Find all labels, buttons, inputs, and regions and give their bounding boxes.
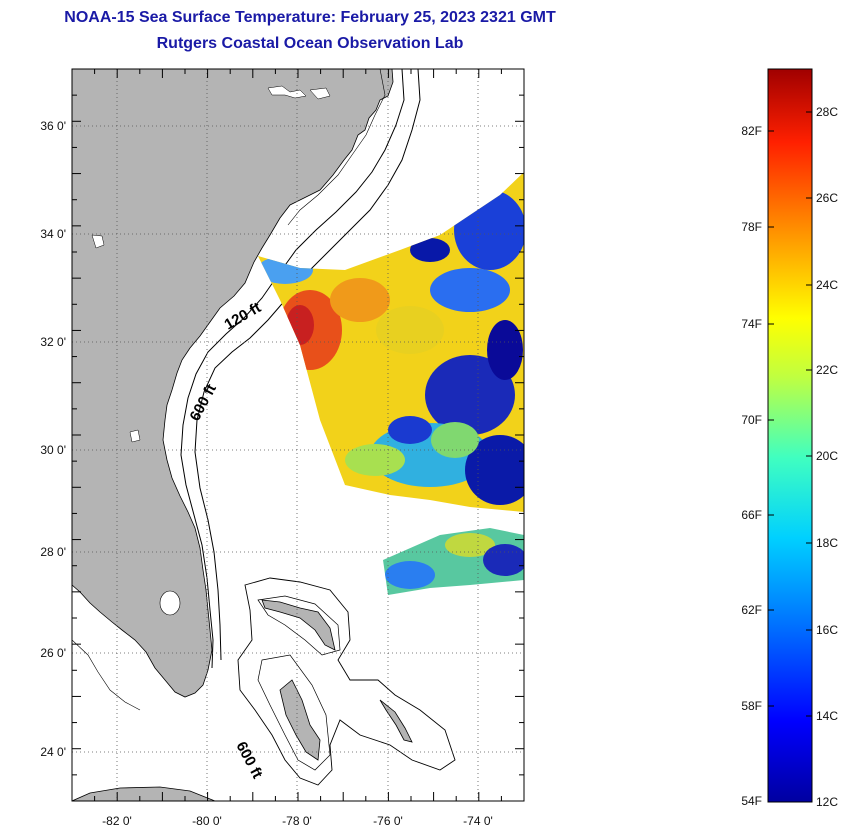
contour-coastal bbox=[72, 639, 141, 711]
lon-tick-label: -78 0' bbox=[282, 814, 312, 828]
colorbar-f-label: 74F bbox=[741, 317, 762, 331]
lon-tick-label: -74 0' bbox=[463, 814, 493, 828]
us-mainland bbox=[72, 69, 394, 698]
map-subtitle: Rutgers Coastal Ocean Observation Lab bbox=[156, 35, 464, 52]
lat-tick-label: 36 0' bbox=[40, 119, 66, 133]
lat-axis: 36 0' 34 0' 32 0' 30 0' 28 0' 26 0' 24 0… bbox=[40, 119, 66, 759]
sound-shape bbox=[309, 87, 331, 100]
colorbar-f-label: 70F bbox=[741, 413, 762, 427]
color-bar: 82F 78F 74F 70F 66F 62F 58F 54F 28C 26C … bbox=[741, 68, 838, 809]
lat-tick-label: 24 0' bbox=[40, 745, 66, 759]
colorbar-c-label: 28C bbox=[816, 105, 838, 119]
contour-bahamas-outer bbox=[237, 577, 456, 786]
contour-600ft bbox=[194, 69, 421, 661]
colorbar-f-label: 58F bbox=[741, 699, 762, 713]
colorbar-f-label: 78F bbox=[741, 220, 762, 234]
lon-tick-label: -76 0' bbox=[373, 814, 403, 828]
bahamas-eleuthera bbox=[379, 699, 413, 743]
colorbar-f-label: 82F bbox=[741, 124, 762, 138]
contour-120ft bbox=[180, 69, 405, 669]
lon-tick-label: -80 0' bbox=[192, 814, 222, 828]
contour-coastal bbox=[287, 69, 386, 226]
cuba-land bbox=[72, 786, 216, 801]
colorbar-f-label: 66F bbox=[741, 508, 762, 522]
contour-bahamas-inner bbox=[257, 595, 341, 656]
colorbar-c-label: 16C bbox=[816, 623, 838, 637]
lake-shape bbox=[129, 429, 141, 443]
lat-tick-label: 26 0' bbox=[40, 646, 66, 660]
colorbar-c-label: 20C bbox=[816, 449, 838, 463]
lat-tick-label: 28 0' bbox=[40, 545, 66, 559]
colorbar-c-label: 14C bbox=[816, 709, 838, 723]
colorbar-c-label: 24C bbox=[816, 278, 838, 292]
color-bar-gradient bbox=[767, 68, 813, 803]
colorbar-c-label: 22C bbox=[816, 363, 838, 377]
lon-axis: -82 0' -80 0' -78 0' -76 0' -74 0' bbox=[102, 814, 493, 828]
contour-bahamas-inner bbox=[257, 654, 331, 771]
lat-tick-label: 32 0' bbox=[40, 335, 66, 349]
colorbar-f-label: 62F bbox=[741, 603, 762, 617]
bahamas-grand-bahama bbox=[261, 599, 336, 651]
lake-okeechobee bbox=[159, 590, 181, 616]
lake-shape bbox=[91, 234, 105, 249]
colorbar-f-label: 54F bbox=[741, 794, 762, 808]
colorbar-c-label: 12C bbox=[816, 795, 838, 809]
colorbar-c-label: 26C bbox=[816, 191, 838, 205]
axis-ticks bbox=[71, 68, 525, 802]
color-bar-ticks bbox=[768, 111, 812, 717]
lon-tick-label: -82 0' bbox=[102, 814, 132, 828]
colorbar-c-label: 18C bbox=[816, 536, 838, 550]
lat-tick-label: 30 0' bbox=[40, 443, 66, 457]
grid-lines bbox=[72, 69, 524, 801]
sound-shape bbox=[267, 85, 307, 99]
map-title: NOAA-15 Sea Surface Temperature: Februar… bbox=[64, 9, 556, 26]
lat-tick-label: 34 0' bbox=[40, 227, 66, 241]
